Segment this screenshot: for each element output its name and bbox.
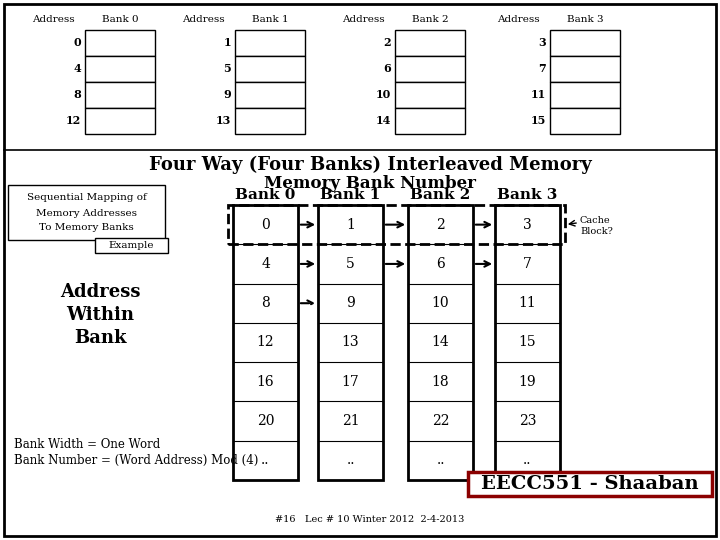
- Text: 17: 17: [341, 375, 359, 389]
- Bar: [235, 56, 305, 82]
- Text: Bank 0: Bank 0: [102, 15, 138, 24]
- Text: 6: 6: [383, 64, 391, 75]
- Text: Memory Addresses: Memory Addresses: [36, 208, 137, 218]
- Bar: [8, 185, 165, 240]
- Text: Four Way (Four Banks) Interleaved Memory: Four Way (Four Banks) Interleaved Memory: [148, 156, 591, 174]
- Bar: [395, 30, 465, 56]
- Text: Bank 1: Bank 1: [320, 188, 381, 202]
- Text: ..: ..: [523, 454, 532, 467]
- Text: 2: 2: [436, 218, 445, 232]
- Text: 8: 8: [261, 296, 270, 310]
- Text: 4: 4: [261, 257, 270, 271]
- Bar: [235, 82, 305, 108]
- Text: EECC551 - Shaaban: EECC551 - Shaaban: [481, 475, 699, 493]
- Text: 15: 15: [518, 335, 536, 349]
- Bar: [228, 205, 565, 244]
- Text: 14: 14: [431, 335, 449, 349]
- Bar: [550, 108, 620, 134]
- Text: ..: ..: [346, 454, 355, 467]
- Text: 13: 13: [215, 116, 231, 126]
- Text: Address: Address: [32, 15, 74, 24]
- Text: 9: 9: [346, 296, 355, 310]
- Text: 5: 5: [346, 257, 355, 271]
- Bar: [85, 82, 155, 108]
- Text: Bank Number = (Word Address) Mod (4): Bank Number = (Word Address) Mod (4): [14, 454, 258, 467]
- Bar: [495, 205, 560, 480]
- Text: 12: 12: [66, 116, 81, 126]
- Text: 0: 0: [73, 37, 81, 49]
- Bar: [235, 30, 305, 56]
- Bar: [95, 238, 168, 253]
- Bar: [550, 56, 620, 82]
- Text: 8: 8: [73, 90, 81, 100]
- Text: 13: 13: [342, 335, 359, 349]
- Bar: [85, 108, 155, 134]
- Bar: [233, 205, 298, 480]
- Text: Bank 1: Bank 1: [252, 15, 288, 24]
- Bar: [395, 82, 465, 108]
- Text: 14: 14: [376, 116, 391, 126]
- Text: ..: ..: [261, 454, 270, 467]
- Text: 0: 0: [261, 218, 270, 232]
- Text: 22: 22: [432, 414, 449, 428]
- Text: Address: Address: [497, 15, 539, 24]
- Text: Bank 3: Bank 3: [567, 15, 603, 24]
- Text: 16: 16: [257, 375, 274, 389]
- Bar: [550, 82, 620, 108]
- Text: 21: 21: [342, 414, 359, 428]
- Bar: [85, 56, 155, 82]
- Text: Bank 2: Bank 2: [410, 188, 471, 202]
- Text: Bank 0: Bank 0: [235, 188, 296, 202]
- Text: Bank: Bank: [73, 329, 126, 347]
- Text: 2: 2: [383, 37, 391, 49]
- Text: Sequential Mapping of: Sequential Mapping of: [27, 193, 146, 202]
- Text: Bank 3: Bank 3: [498, 188, 558, 202]
- Bar: [468, 472, 712, 496]
- Text: 6: 6: [436, 257, 445, 271]
- Text: #16   Lec # 10 Winter 2012  2-4-2013: #16 Lec # 10 Winter 2012 2-4-2013: [275, 516, 464, 524]
- Text: Bank 2: Bank 2: [412, 15, 449, 24]
- Text: Example: Example: [109, 241, 154, 250]
- Bar: [550, 30, 620, 56]
- Text: 7: 7: [523, 257, 532, 271]
- Text: 10: 10: [376, 90, 391, 100]
- Text: To Memory Banks: To Memory Banks: [39, 222, 134, 232]
- Text: 9: 9: [223, 90, 231, 100]
- Bar: [395, 108, 465, 134]
- Text: Memory Bank Number: Memory Bank Number: [264, 176, 476, 192]
- Text: Bank Width = One Word: Bank Width = One Word: [14, 438, 161, 451]
- Text: Cache: Cache: [580, 216, 611, 225]
- Text: 11: 11: [518, 296, 536, 310]
- Text: 18: 18: [432, 375, 449, 389]
- Text: Block?: Block?: [580, 227, 613, 236]
- Text: 1: 1: [223, 37, 231, 49]
- Text: 5: 5: [223, 64, 231, 75]
- Bar: [408, 205, 473, 480]
- Bar: [318, 205, 383, 480]
- Bar: [235, 108, 305, 134]
- Text: Address: Address: [342, 15, 384, 24]
- Text: ..: ..: [436, 454, 445, 467]
- Text: Address: Address: [181, 15, 225, 24]
- Text: Address: Address: [60, 283, 140, 301]
- Bar: [395, 56, 465, 82]
- Text: 10: 10: [432, 296, 449, 310]
- Text: 20: 20: [257, 414, 274, 428]
- Text: 19: 19: [518, 375, 536, 389]
- Text: 7: 7: [539, 64, 546, 75]
- Text: 3: 3: [523, 218, 532, 232]
- Text: 23: 23: [518, 414, 536, 428]
- Text: Within: Within: [66, 306, 134, 324]
- Bar: [85, 30, 155, 56]
- Text: 4: 4: [73, 64, 81, 75]
- Text: 1: 1: [346, 218, 355, 232]
- Text: 15: 15: [531, 116, 546, 126]
- Text: 3: 3: [539, 37, 546, 49]
- Text: 11: 11: [531, 90, 546, 100]
- Text: 12: 12: [257, 335, 274, 349]
